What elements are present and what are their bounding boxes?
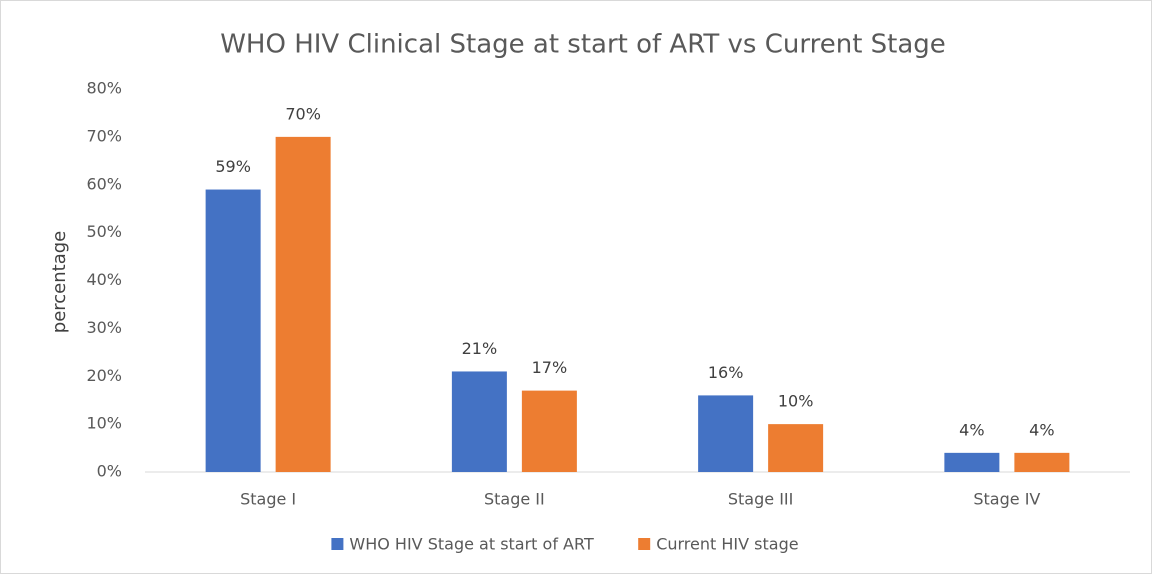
x-tick-label: Stage III <box>728 490 793 509</box>
y-tick-label: 40% <box>86 270 122 289</box>
y-tick-label: 30% <box>86 318 122 337</box>
bar <box>944 452 1000 472</box>
y-tick-label: 50% <box>86 222 122 241</box>
legend-label: Current HIV stage <box>656 535 798 554</box>
bar <box>205 189 261 472</box>
y-tick-label: 60% <box>86 174 122 193</box>
data-label: 16% <box>708 363 744 382</box>
data-label: 59% <box>215 157 251 176</box>
data-label: 70% <box>285 104 321 123</box>
x-tick-label: Stage II <box>484 490 545 509</box>
bar <box>768 424 824 472</box>
bar <box>698 395 754 472</box>
legend-swatch <box>331 538 344 550</box>
bar <box>521 390 577 472</box>
data-label: 21% <box>462 339 498 358</box>
chart-title: WHO HIV Clinical Stage at start of ART v… <box>220 30 946 60</box>
y-tick-label: 80% <box>86 79 122 98</box>
data-label: 4% <box>1029 420 1054 439</box>
data-label: 4% <box>959 420 984 439</box>
legend-label: WHO HIV Stage at start of ART <box>349 535 594 554</box>
y-tick-label: 10% <box>86 414 122 433</box>
y-tick-label: 70% <box>86 126 122 145</box>
y-axis-label: percentage <box>49 231 70 333</box>
bar <box>451 371 507 472</box>
y-tick-label: 20% <box>86 366 122 385</box>
y-tick-label: 0% <box>97 462 122 481</box>
x-tick-label: Stage I <box>240 490 296 509</box>
legend-swatch <box>638 538 651 550</box>
data-label: 17% <box>532 358 568 377</box>
x-tick-label: Stage IV <box>973 490 1040 509</box>
bar <box>1014 452 1070 472</box>
data-label: 10% <box>778 392 814 411</box>
bar <box>275 136 331 472</box>
